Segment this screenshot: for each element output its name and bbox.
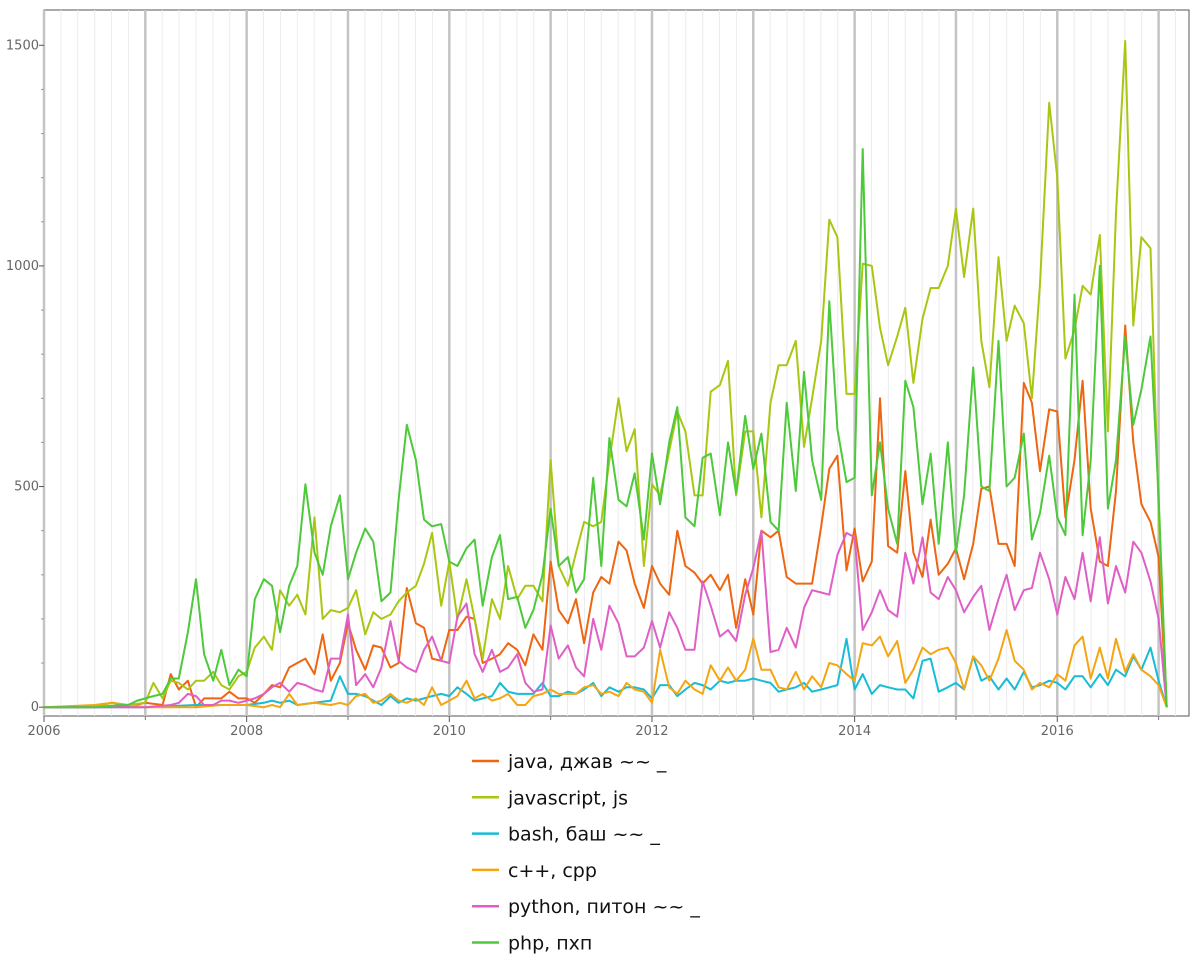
legend-label: python, питон ~~ _ [508,896,700,918]
legend-item: python, питон ~~ _ [472,896,700,918]
y-tick-label: 1500 [6,38,39,53]
x-tick-label: 2014 [838,724,871,739]
legend-label: javascript, js [507,787,628,809]
series-line-2 [44,637,1168,709]
series-line-0 [44,324,1168,709]
legend-label: java, джав ~~ _ [507,751,667,773]
minor-gridlines [60,10,1176,716]
series-lines [43,39,1168,709]
legend-label: bash, баш ~~ _ [508,824,660,846]
plot-area [43,9,1190,717]
legend-label: php, пхп [508,933,592,955]
x-tick-label: 2006 [27,724,60,739]
x-tick-label: 2016 [1041,724,1074,739]
y-tick-label: 500 [14,480,39,495]
x-axis: 2006 2008 2010 2012 2014 2016 [27,716,1160,739]
series-line-1 [44,39,1168,709]
major-gridlines [42,10,1160,716]
legend-label: c++, cpp [508,860,597,882]
legend-item: javascript, js [472,787,628,809]
series-line-5 [44,148,1168,709]
y-tick-label: 0 [31,700,39,715]
legend-item: bash, баш ~~ _ [472,824,660,846]
legend-item: c++, cpp [472,860,597,882]
legend: java, джав ~~ _ javascript, js bash, баш ~… [472,751,700,955]
y-tick-label: 1000 [6,259,39,274]
x-tick-label: 2008 [230,724,263,739]
series-line-4 [44,529,1168,709]
x-tick-label: 2010 [433,724,466,739]
series-line-3 [43,629,1168,709]
legend-item: php, пхп [472,933,592,955]
legend-item: java, джав ~~ _ [472,751,667,773]
x-tick-label: 2012 [635,724,668,739]
y-axis: 0 500 1000 1500 [6,38,44,715]
